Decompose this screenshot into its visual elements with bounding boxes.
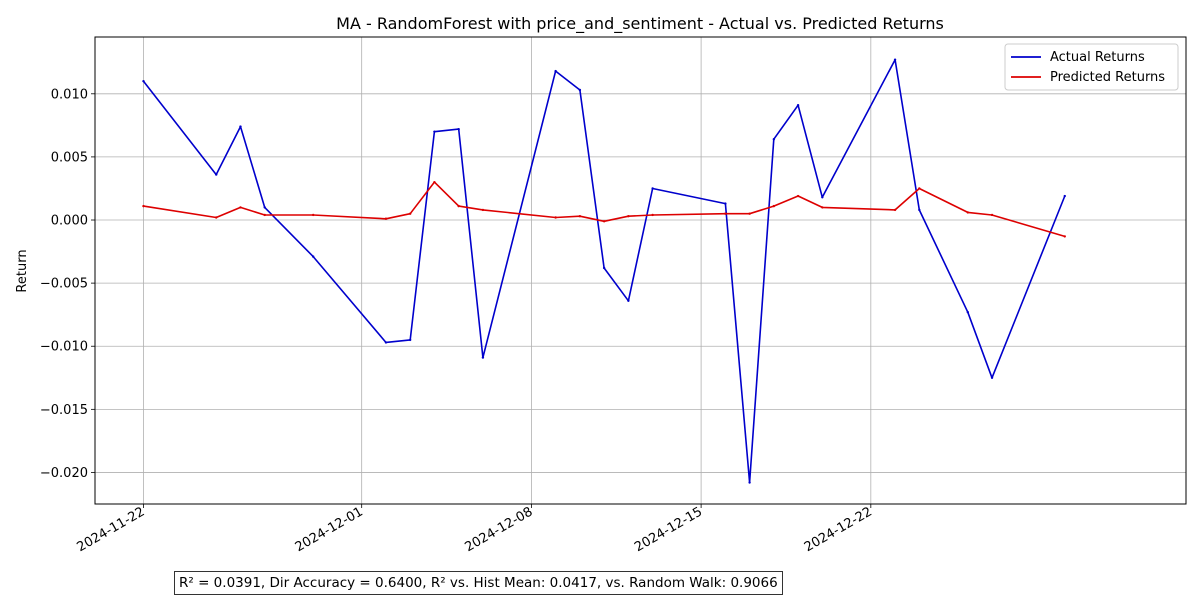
predicted-return-point xyxy=(142,205,144,207)
chart-title: MA - RandomForest with price_and_sentime… xyxy=(336,14,944,34)
actual-return-point xyxy=(579,89,581,91)
actual-return-point xyxy=(433,130,435,132)
actual-return-point xyxy=(312,255,314,257)
actual-return-point xyxy=(482,356,484,358)
y-tick-label: 0.010 xyxy=(51,87,88,102)
metrics-annotation: R² = 0.0391, Dir Accuracy = 0.6400, R² v… xyxy=(174,571,783,595)
series-layer xyxy=(142,59,1066,484)
predicted-return-point xyxy=(603,220,605,222)
actual-returns-line xyxy=(144,60,1065,483)
predicted-return-point xyxy=(579,215,581,217)
grid-lines xyxy=(95,37,1186,504)
legend-label-predicted: Predicted Returns xyxy=(1050,70,1165,85)
predicted-return-point xyxy=(264,214,266,216)
actual-return-point xyxy=(554,70,556,72)
predicted-return-point xyxy=(554,216,556,218)
predicted-returns-line xyxy=(144,182,1065,236)
actual-return-point xyxy=(239,125,241,127)
y-tick-label: 0.005 xyxy=(51,150,88,165)
actual-return-point xyxy=(748,481,750,483)
actual-return-point xyxy=(918,209,920,211)
predicted-return-point xyxy=(821,206,823,208)
actual-return-point xyxy=(409,339,411,341)
actual-return-point xyxy=(651,187,653,189)
predicted-return-point xyxy=(724,213,726,215)
x-tick-label: 2024-11-22 xyxy=(75,504,148,555)
actual-return-point xyxy=(724,202,726,204)
y-tick-label: −0.015 xyxy=(40,403,88,418)
actual-return-point xyxy=(264,206,266,208)
legend-label-actual: Actual Returns xyxy=(1050,50,1145,65)
x-tick-label: 2024-12-08 xyxy=(462,504,535,555)
actual-return-point xyxy=(797,104,799,106)
predicted-return-point xyxy=(239,206,241,208)
axis-ticks: 2024-11-22 2024-12-01 2024-12-08 2024-12-15… xyxy=(40,87,875,555)
predicted-return-point xyxy=(215,216,217,218)
predicted-return-point xyxy=(409,213,411,215)
y-tick-label: −0.005 xyxy=(40,277,88,292)
predicted-return-point xyxy=(385,218,387,220)
predicted-return-point xyxy=(433,181,435,183)
actual-return-point xyxy=(457,128,459,130)
actual-return-point xyxy=(991,377,993,379)
x-tick-label: 2024-12-15 xyxy=(632,504,705,555)
predicted-return-point xyxy=(482,209,484,211)
predicted-return-point xyxy=(312,214,314,216)
x-tick-label: 2024-12-22 xyxy=(802,504,875,555)
actual-return-point xyxy=(967,311,969,313)
legend: Actual Returns Predicted Returns xyxy=(1005,44,1178,90)
predicted-return-point xyxy=(918,187,920,189)
actual-return-point xyxy=(603,267,605,269)
predicted-return-point xyxy=(967,211,969,213)
predicted-return-point xyxy=(773,205,775,207)
plot-area-border xyxy=(95,37,1186,504)
y-axis-label: Return xyxy=(15,249,30,292)
predicted-return-point xyxy=(627,215,629,217)
predicted-return-point xyxy=(894,209,896,211)
predicted-return-point xyxy=(797,195,799,197)
predicted-return-point xyxy=(457,205,459,207)
actual-return-point xyxy=(821,196,823,198)
predicted-return-point xyxy=(651,214,653,216)
y-tick-label: −0.020 xyxy=(40,466,88,481)
actual-return-point xyxy=(1064,195,1066,197)
actual-return-point xyxy=(142,80,144,82)
x-tick-label: 2024-12-01 xyxy=(293,504,366,555)
actual-return-point xyxy=(894,59,896,61)
predicted-return-point xyxy=(1064,235,1066,237)
y-tick-label: 0.000 xyxy=(51,214,88,229)
actual-return-point xyxy=(627,300,629,302)
actual-return-point xyxy=(215,173,217,175)
predicted-return-point xyxy=(991,214,993,216)
actual-return-point xyxy=(773,138,775,140)
actual-return-point xyxy=(385,341,387,343)
predicted-return-point xyxy=(748,213,750,215)
y-tick-label: −0.010 xyxy=(40,340,88,355)
